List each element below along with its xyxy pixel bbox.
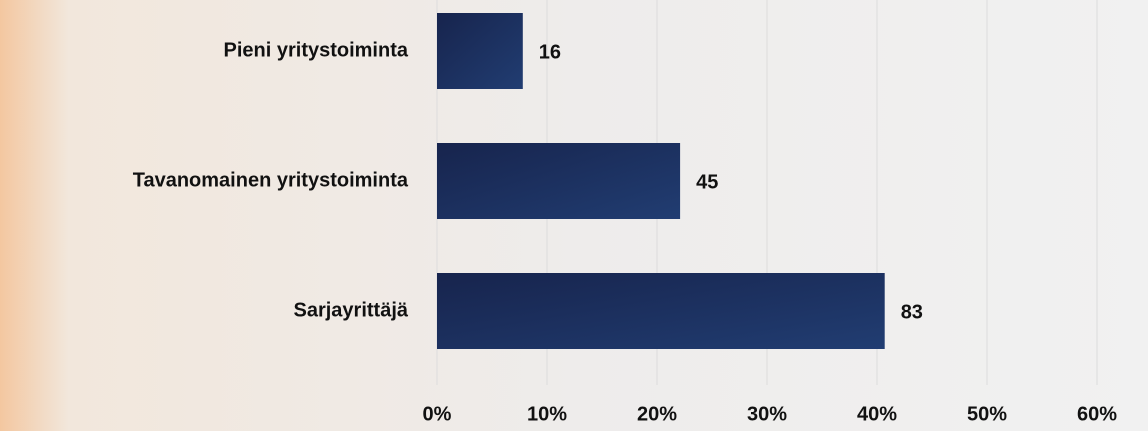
category-label: Pieni yritystoiminta bbox=[224, 39, 409, 61]
x-tick-label: 50% bbox=[967, 403, 1007, 425]
x-tick-label: 30% bbox=[747, 403, 787, 425]
bar bbox=[437, 13, 523, 89]
category-label: Tavanomainen yritystoiminta bbox=[133, 169, 409, 191]
bar bbox=[437, 143, 681, 219]
value-label: 45 bbox=[696, 171, 718, 193]
x-tick-label: 60% bbox=[1077, 403, 1117, 425]
x-tick-label: 10% bbox=[527, 403, 567, 425]
x-tick-label: 0% bbox=[423, 403, 452, 425]
value-label: 16 bbox=[539, 41, 561, 63]
bar bbox=[437, 273, 885, 349]
x-tick-label: 40% bbox=[857, 403, 897, 425]
x-tick-label: 20% bbox=[637, 403, 677, 425]
category-label: Sarjayrittäjä bbox=[293, 299, 408, 321]
value-label: 83 bbox=[901, 301, 923, 323]
